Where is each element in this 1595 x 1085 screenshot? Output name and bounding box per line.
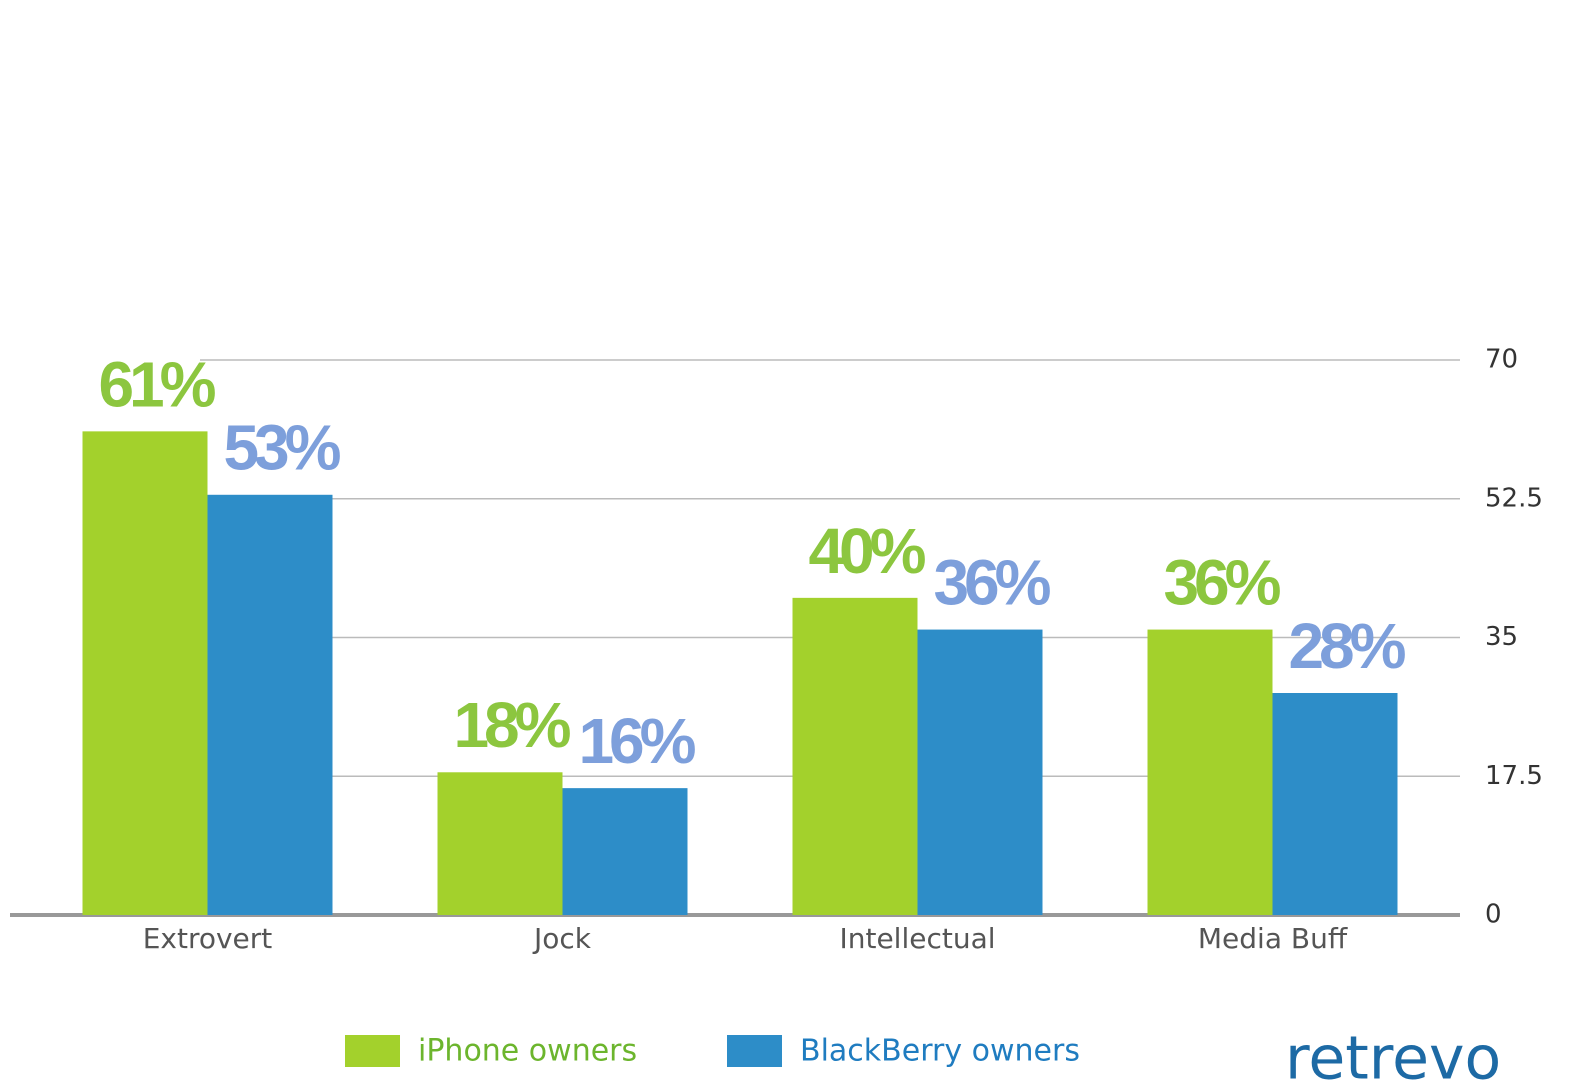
legend-swatch (727, 1035, 782, 1067)
bar (562, 788, 688, 915)
value-label: 36% (1163, 546, 1280, 618)
y-tick-label: 52.5 (1485, 483, 1543, 513)
value-label: 53% (223, 412, 340, 484)
y-tick-label: 70 (1485, 345, 1518, 375)
value-label: 36% (933, 546, 1050, 618)
bar (792, 597, 918, 915)
bar (437, 772, 563, 915)
y-tick-label: 17.5 (1485, 761, 1543, 791)
bar (1272, 693, 1398, 915)
x-tick-label: Jock (532, 922, 592, 955)
legend-label: BlackBerry owners (800, 1034, 1080, 1069)
y-tick-label: 35 (1485, 622, 1518, 652)
legend-swatch (345, 1035, 400, 1067)
value-label: 40% (808, 515, 925, 587)
value-label: 61% (98, 348, 215, 420)
y-tick-label: 0 (1485, 900, 1502, 930)
bar (917, 629, 1043, 915)
x-tick-label: Intellectual (839, 922, 995, 955)
value-label: 16% (578, 705, 695, 777)
legend-label: iPhone owners (418, 1034, 637, 1069)
value-label: 28% (1288, 610, 1405, 682)
bar (207, 494, 333, 915)
logo: retrevo (1285, 1024, 1501, 1085)
bar (1147, 629, 1273, 915)
x-tick-label: Media Buff (1198, 922, 1348, 955)
bar (82, 431, 208, 915)
x-tick-label: Extrovert (143, 922, 273, 955)
value-label: 18% (453, 689, 570, 761)
